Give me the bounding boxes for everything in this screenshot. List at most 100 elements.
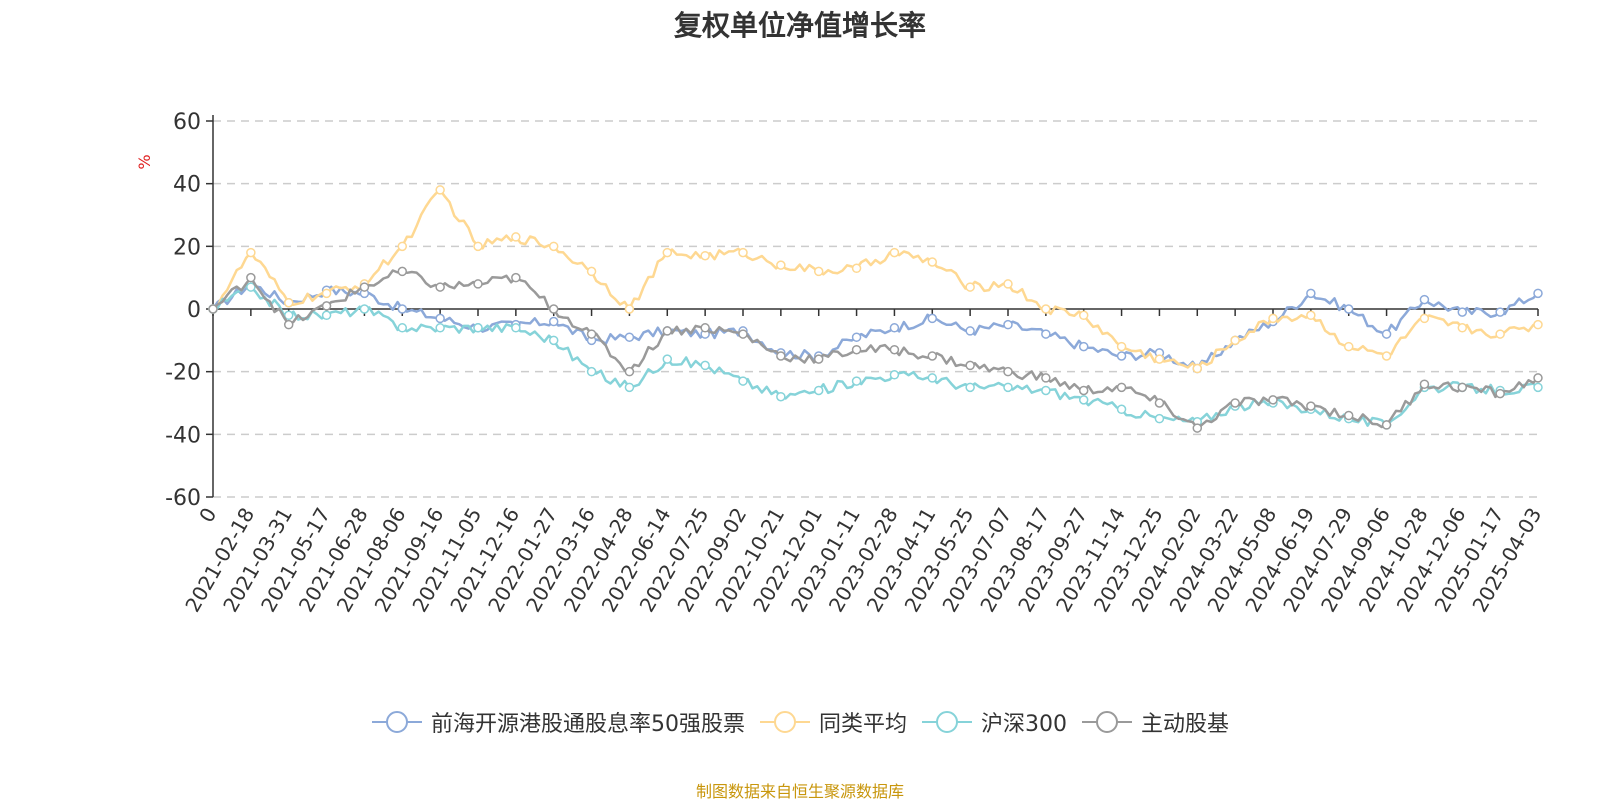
data-point[interactable] bbox=[700, 360, 710, 371]
data-point[interactable] bbox=[511, 272, 521, 283]
data-point[interactable] bbox=[1533, 373, 1543, 383]
data-point[interactable] bbox=[889, 344, 900, 355]
data-point[interactable] bbox=[662, 354, 673, 364]
data-point[interactable] bbox=[359, 282, 370, 292]
data-point[interactable] bbox=[397, 304, 408, 314]
data-point[interactable] bbox=[1533, 382, 1543, 393]
data-point[interactable] bbox=[776, 351, 786, 361]
data-point[interactable] bbox=[1457, 382, 1468, 393]
data-point[interactable] bbox=[889, 247, 900, 258]
data-point[interactable] bbox=[1116, 404, 1127, 415]
data-point[interactable] bbox=[473, 241, 483, 252]
data-point[interactable] bbox=[1116, 382, 1127, 393]
data-point[interactable] bbox=[776, 260, 786, 270]
data-point[interactable] bbox=[738, 376, 748, 386]
data-point[interactable] bbox=[359, 304, 370, 314]
data-point[interactable] bbox=[435, 185, 445, 195]
data-point[interactable] bbox=[1419, 294, 1430, 305]
data-point[interactable] bbox=[548, 316, 559, 327]
data-point[interactable] bbox=[851, 263, 862, 274]
data-point[interactable] bbox=[1306, 310, 1316, 321]
data-point[interactable] bbox=[889, 323, 900, 333]
data-point[interactable] bbox=[813, 385, 824, 396]
data-point[interactable] bbox=[1343, 341, 1354, 352]
legend-item-peer[interactable]: 同类平均 bbox=[759, 706, 907, 738]
legend-item-fund[interactable]: 前海开源港股通股息率50强股票 bbox=[371, 706, 745, 738]
data-point[interactable] bbox=[1495, 388, 1505, 399]
data-point[interactable] bbox=[1154, 354, 1165, 364]
data-point[interactable] bbox=[321, 288, 332, 299]
data-point[interactable] bbox=[473, 323, 483, 333]
data-point[interactable] bbox=[965, 326, 975, 336]
data-point[interactable] bbox=[927, 351, 938, 361]
data-point[interactable] bbox=[1003, 279, 1013, 289]
data-point[interactable] bbox=[1533, 319, 1543, 330]
data-point[interactable] bbox=[1116, 351, 1127, 361]
data-point[interactable] bbox=[851, 376, 862, 386]
data-point[interactable] bbox=[1533, 288, 1543, 299]
data-point[interactable] bbox=[927, 373, 938, 383]
data-point[interactable] bbox=[1041, 329, 1051, 339]
data-point[interactable] bbox=[965, 382, 975, 393]
data-point[interactable] bbox=[1078, 310, 1089, 321]
data-point[interactable] bbox=[1419, 313, 1430, 324]
data-point[interactable] bbox=[511, 323, 521, 333]
data-point[interactable] bbox=[1192, 363, 1203, 374]
data-point[interactable] bbox=[624, 366, 635, 377]
data-point[interactable] bbox=[283, 310, 294, 321]
data-point[interactable] bbox=[208, 304, 218, 314]
data-point[interactable] bbox=[927, 313, 938, 324]
data-point[interactable] bbox=[738, 329, 748, 339]
data-point[interactable] bbox=[435, 282, 445, 292]
data-point[interactable] bbox=[246, 282, 256, 292]
data-point[interactable] bbox=[1003, 382, 1013, 393]
data-point[interactable] bbox=[397, 241, 408, 252]
data-point[interactable] bbox=[1419, 379, 1430, 389]
data-point[interactable] bbox=[1457, 323, 1468, 333]
data-point[interactable] bbox=[1003, 366, 1013, 377]
data-point[interactable] bbox=[813, 354, 824, 364]
data-point[interactable] bbox=[662, 326, 673, 336]
data-point[interactable] bbox=[1495, 329, 1505, 339]
data-point[interactable] bbox=[283, 297, 294, 308]
data-point[interactable] bbox=[397, 266, 408, 277]
data-point[interactable] bbox=[1381, 351, 1392, 361]
data-point[interactable] bbox=[1268, 395, 1278, 405]
data-point[interactable] bbox=[662, 247, 673, 258]
data-point[interactable] bbox=[1078, 385, 1089, 396]
data-point[interactable] bbox=[586, 329, 597, 339]
data-point[interactable] bbox=[586, 366, 597, 377]
data-point[interactable] bbox=[321, 301, 332, 311]
data-point[interactable] bbox=[473, 279, 483, 289]
data-point[interactable] bbox=[1381, 420, 1392, 430]
data-point[interactable] bbox=[776, 391, 786, 402]
data-point[interactable] bbox=[965, 360, 975, 371]
data-point[interactable] bbox=[1343, 304, 1354, 314]
data-point[interactable] bbox=[700, 250, 710, 261]
data-point[interactable] bbox=[889, 370, 900, 380]
data-point[interactable] bbox=[851, 344, 862, 355]
legend-item-active[interactable]: 主动股基 bbox=[1081, 706, 1229, 738]
data-point[interactable] bbox=[624, 332, 635, 342]
data-point[interactable] bbox=[1268, 313, 1278, 324]
data-point[interactable] bbox=[1154, 398, 1165, 408]
data-point[interactable] bbox=[1041, 304, 1051, 314]
data-point[interactable] bbox=[1116, 341, 1127, 352]
data-point[interactable] bbox=[548, 335, 559, 346]
data-point[interactable] bbox=[511, 232, 521, 242]
data-point[interactable] bbox=[813, 266, 824, 277]
data-point[interactable] bbox=[927, 257, 938, 267]
data-point[interactable] bbox=[1003, 319, 1013, 330]
data-point[interactable] bbox=[586, 266, 597, 277]
data-point[interactable] bbox=[738, 247, 748, 258]
data-point[interactable] bbox=[246, 247, 256, 258]
data-point[interactable] bbox=[1230, 398, 1240, 408]
data-point[interactable] bbox=[1343, 410, 1354, 421]
data-point[interactable] bbox=[1306, 288, 1316, 299]
data-point[interactable] bbox=[548, 304, 559, 314]
data-point[interactable] bbox=[435, 323, 445, 333]
data-point[interactable] bbox=[1041, 385, 1051, 396]
data-point[interactable] bbox=[1381, 329, 1392, 339]
data-point[interactable] bbox=[1230, 335, 1240, 346]
data-point[interactable] bbox=[435, 313, 445, 324]
